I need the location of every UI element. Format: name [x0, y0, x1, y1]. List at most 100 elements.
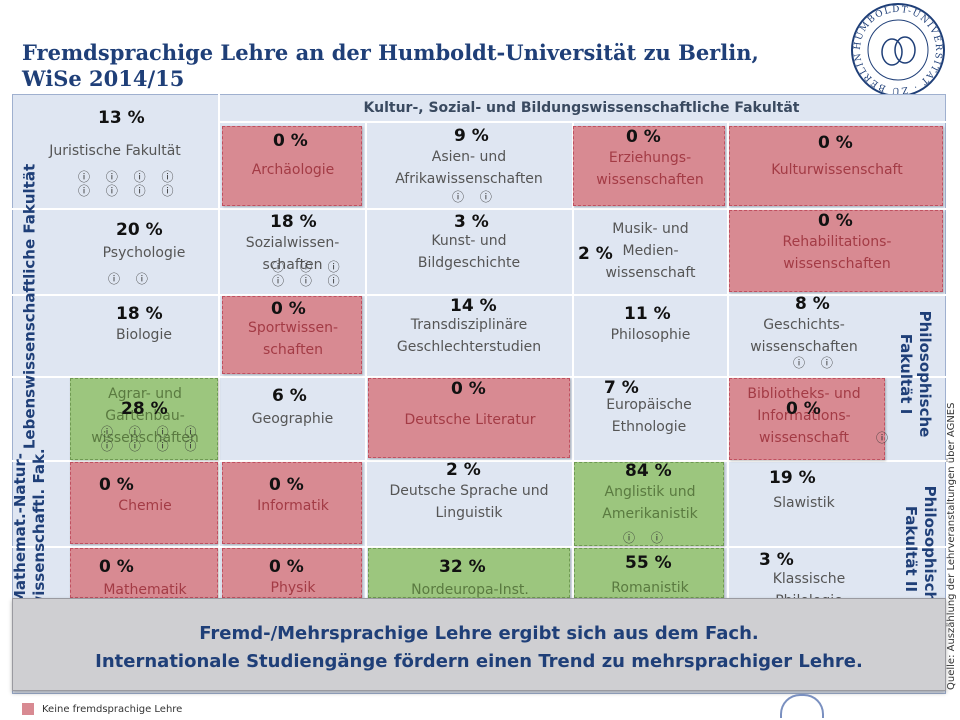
cell-sportwissenschaften: 0 % Sportwissen- schaften [222, 296, 362, 374]
cell-agrar-gartenbauwissenschaften: Agrar- und Gartenbau- wissenschaften 28 … [70, 378, 218, 460]
percent-value: 0 % [99, 475, 134, 495]
percent-value: 32 % [439, 557, 486, 577]
percent-value: 18 % [270, 212, 317, 232]
info-icons: ⓘ ⓘ ⓘ ⓘ ⓘ ⓘ ⓘ ⓘ [101, 425, 203, 453]
cell-physik: 0 % Physik [222, 548, 362, 598]
percent-value: 0 % [269, 557, 304, 577]
grid-line [365, 121, 367, 598]
cell-archaeologie: 0 % Archäologie [222, 126, 362, 206]
subject-name: Biologie [116, 327, 172, 343]
grid-line [12, 376, 946, 378]
cell-geschlechterstudien: 14 % Transdisziplinäre Geschlechterstudi… [366, 296, 572, 376]
cell-romanistik: 55 % Romanistik [574, 548, 724, 598]
cell-slawistik: 19 % Slawistik [729, 462, 879, 546]
info-icons: ⓘ ⓘ [452, 190, 498, 204]
percent-value: 20 % [116, 220, 163, 240]
percent-value: 6 % [272, 386, 307, 406]
subject-name: Sozialwissen- schaften [245, 235, 340, 273]
subject-name: Philosophie [610, 327, 691, 343]
percent-value: 18 % [116, 304, 163, 324]
grid-line [12, 294, 946, 296]
cell-kunst-bildgeschichte: 3 % Kunst- und Bildgeschichte [366, 210, 572, 294]
percent-value: 0 % [818, 133, 853, 153]
subject-name: Nordeuropa-Inst. [411, 582, 529, 598]
summary-line-1: Fremd-/Mehrsprachige Lehre ergibt sich a… [199, 623, 759, 644]
percent-value: 11 % [624, 304, 671, 324]
percent-value: 19 % [769, 468, 816, 488]
subject-name: Transdisziplinäre Geschlechterstudien [396, 317, 542, 355]
cell-kulturwissenschaft: 0 % Kulturwissenschaft [729, 126, 943, 206]
percent-value: 0 % [786, 399, 821, 419]
subject-name: Erziehungs- wissenschaften [596, 150, 704, 188]
percent-value: 7 % [604, 378, 639, 398]
subject-name: Sportwissen- schaften [247, 320, 339, 358]
percent-value: 55 % [625, 553, 672, 573]
info-icons: ⓘ ⓘ [108, 272, 154, 286]
subject-name: Chemie [118, 498, 172, 514]
cell-bibliothekswissenschaft: Bibliotheks- und Informations- wissensch… [729, 378, 888, 460]
grid-line [218, 94, 220, 598]
cell-juristische-fakultaet: 13 % Juristische Fakultät ⓘ ⓘ ⓘ ⓘ ⓘ ⓘ ⓘ ⓘ [12, 94, 218, 208]
percent-value: 0 % [273, 131, 308, 151]
side-label-phil-faculty-1: Philosophische Fakultät I [897, 310, 934, 438]
percent-value: 0 % [99, 557, 134, 577]
info-icons: ⓘ ⓘ [793, 356, 839, 370]
subject-name: Physik [270, 580, 316, 596]
summary-line-2: Internationale Studiengänge fördern eine… [95, 651, 863, 672]
cell-chemie: 0 % Chemie [70, 462, 218, 544]
percent-value: 13 % [98, 108, 145, 128]
percent-value: 84 % [625, 461, 672, 481]
subject-name: Asien- und Afrikawissenschaften [395, 149, 543, 187]
legend-red-swatch [22, 703, 34, 715]
cell-rehabilitationswissenschaften: 0 % Rehabilitations- wissenschaften [729, 210, 943, 292]
grid-line [12, 460, 946, 462]
percent-value: 28 % [121, 399, 168, 419]
percent-value: 2 % [446, 460, 481, 480]
subject-name: Musik- und Medien- wissenschaft [605, 221, 696, 281]
subject-name: Anglistik und Amerikanistik [602, 484, 698, 522]
subject-name: Geographie [251, 411, 334, 427]
percent-value: 14 % [450, 296, 497, 316]
percent-value: 0 % [626, 127, 661, 147]
subject-name: Psychologie [102, 245, 186, 261]
cell-europaeische-ethnologie: 7 % Europäische Ethnologie [574, 378, 727, 460]
subject-name: Europäische Ethnologie [606, 397, 692, 435]
subject-name: Deutsche Literatur [404, 412, 536, 428]
percent-value: 0 % [269, 475, 304, 495]
cell-geschichtswissenschaften: 8 % Geschichts- wissenschaften ⓘ ⓘ [729, 294, 879, 376]
subject-name: Slawistik [773, 495, 835, 511]
subject-name: Juristische Fakultät [49, 143, 181, 159]
subject-name: Kunst- und Bildgeschichte [417, 233, 521, 271]
percent-value: 3 % [454, 212, 489, 232]
subject-name: Mathematik [103, 582, 187, 598]
source-note: Quelle: Auszählung der Lehrveranstaltung… [946, 402, 957, 690]
cell-anglistik-amerikanistik: 84 % Anglistik und Amerikanistik ⓘ ⓘ [574, 461, 724, 546]
subject-name: Rehabilitations- wissenschaften [782, 234, 892, 272]
legend: Keine fremdsprachige Lehre [22, 703, 182, 715]
grid-line [572, 121, 574, 598]
grid-line [218, 121, 946, 123]
cell-asien-afrikawissenschaften: 9 % Asien- und Afrikawissenschaften ⓘ ⓘ [366, 122, 572, 208]
percent-value: 8 % [795, 294, 830, 314]
subject-name: Archäologie [251, 162, 335, 178]
cell-deutsche-sprache-linguistik: 2 % Deutsche Sprache und Linguistik [366, 460, 572, 546]
decorative-arc [780, 694, 824, 718]
grid-line [12, 208, 946, 210]
info-icons: ⓘ ⓘ ⓘ ⓘ ⓘ ⓘ ⓘ ⓘ [78, 170, 180, 198]
legend-red-label: Keine fremdsprachige Lehre [42, 703, 183, 715]
cell-musik-medienwissenschaft: Musik- und Medien- wissenschaft 2 % [574, 210, 727, 294]
info-icons: ⓘ ⓘ ⓘ ⓘ ⓘ ⓘ [272, 260, 346, 288]
subject-name: Deutsche Sprache und Linguistik [389, 483, 549, 521]
grid-line [12, 546, 946, 548]
percent-value: 0 % [818, 211, 853, 231]
cell-geographie: 6 % Geographie [220, 378, 365, 460]
page-title: Fremdsprachige Lehre an der Humboldt-Uni… [22, 40, 759, 92]
university-seal-logo: HUMBOLDT-UNIVERSITÄT · ZU BERLIN · [848, 0, 945, 97]
summary-callout: Fremd-/Mehrsprachige Lehre ergibt sich a… [12, 598, 946, 691]
percent-value: 9 % [454, 126, 489, 146]
cell-biologie: 18 % Biologie [70, 296, 218, 376]
cell-sozialwissenschaften: 18 % Sozialwissen- schaften ⓘ ⓘ ⓘ ⓘ ⓘ ⓘ [220, 210, 365, 294]
title-line-1: Fremdsprachige Lehre an der Humboldt-Uni… [22, 40, 759, 65]
subject-name: Bibliotheks- und Informations- wissensch… [747, 386, 861, 446]
subject-name: Informatik [257, 498, 329, 514]
